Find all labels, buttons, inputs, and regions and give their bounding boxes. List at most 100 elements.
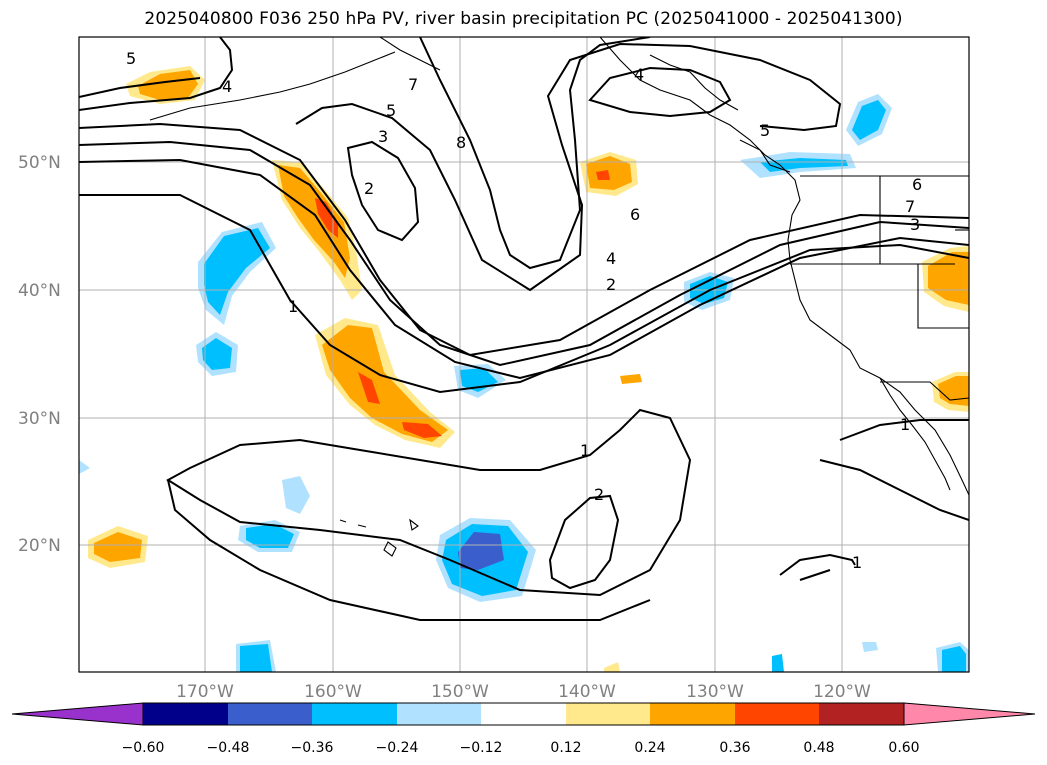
pv-contour-subtrop-1 [166, 408, 692, 597]
positive-blob-subtropical-core [322, 325, 448, 442]
bc-islands [739, 139, 791, 173]
lat-label: 40°N [18, 281, 61, 301]
lon-label: 140°W [558, 682, 616, 702]
lon-label: 160°W [304, 682, 362, 702]
contour-label: 2 [594, 485, 604, 504]
se-alaska-coast [649, 54, 739, 111]
positive-blob-nw-core [138, 70, 198, 100]
contour-label: 1 [900, 415, 910, 434]
lon-label: 170°W [176, 682, 234, 702]
negative-blob-west-small-core [202, 338, 232, 370]
contour-label: 5 [386, 101, 396, 120]
negative-anomaly-areas [79, 94, 969, 672]
pv-contour-5-nw [79, 77, 201, 98]
colorbar-tick-label: 0.12 [550, 740, 581, 756]
lat-label: 20°N [18, 536, 61, 556]
pv-contour-1-se [819, 419, 969, 521]
longitude-labels: 170°W 160°W 150°W 140°W 130°W 120°W [176, 682, 871, 702]
negative-blob-west-core [204, 228, 270, 315]
contour-labels: 5 4 5 7 3 8 2 1 4 5 6 4 2 6 7 3 1 1 2 1 [126, 49, 922, 572]
negative-blob-south-1-core [246, 524, 294, 548]
colorbar-tick-label: 0.36 [719, 740, 750, 756]
contour-label: 4 [222, 77, 232, 96]
colorbar-bin [397, 703, 481, 725]
lon-label: 150°W [431, 682, 489, 702]
contour-label: 1 [580, 441, 590, 460]
pv-contour-b [79, 140, 969, 367]
map-frame [78, 36, 970, 673]
pv-contours [79, 37, 969, 621]
negative-blob-south-3-core [240, 644, 272, 672]
colorbar-outline [142, 702, 905, 726]
positive-blob-subtropical-max [358, 372, 380, 404]
colorbar-extend-left [11, 702, 144, 726]
contour-label: 2 [364, 179, 374, 198]
contour-label: 8 [456, 133, 466, 152]
colorbar-bin [566, 703, 650, 725]
contour-label: 1 [288, 297, 298, 316]
colorbar-tick-label: 0.60 [888, 740, 919, 756]
baja-california [879, 377, 951, 491]
lat-label: 50°N [18, 153, 61, 173]
positive-blob-small-1 [620, 374, 642, 384]
negative-blob-small-b [862, 642, 878, 652]
colorbar-tick-label: −0.48 [207, 740, 250, 756]
contour-label: 1 [852, 553, 862, 572]
colorbar: −0.60 −0.48 −0.36 −0.24 −0.12 0.12 0.24 … [11, 702, 1036, 756]
positive-anomaly-areas [88, 66, 969, 672]
latitude-labels: 50°N 40°N 30°N 20°N [18, 153, 61, 556]
lon-label: 130°W [686, 682, 744, 702]
positive-blob-north-pacific-core [278, 165, 350, 278]
lon-label: 120°W [813, 682, 871, 702]
colorbar-extend-right [903, 702, 1036, 726]
colorbar-ticks: −0.60 −0.48 −0.36 −0.24 −0.12 0.12 0.24 … [122, 740, 920, 756]
positive-blob-small-2 [604, 662, 620, 672]
contour-label: 4 [606, 249, 616, 268]
pv-contour-3 [295, 42, 842, 292]
precip-shading [79, 66, 969, 672]
contour-label: 3 [378, 127, 388, 146]
colorbar-bin [819, 703, 904, 725]
colorbar-tick-label: −0.24 [376, 740, 419, 756]
colorbar-bin [481, 703, 566, 725]
colorbar-bin [143, 703, 228, 725]
pv-contour-2 [346, 140, 420, 242]
north-america-coastline [599, 37, 969, 496]
pv-contour-subtrop-2 [167, 479, 651, 621]
pv-contour-8 [419, 37, 651, 270]
negative-blob-alaska-panhandle-core [852, 100, 886, 140]
colorbar-tick-label: 0.48 [803, 740, 834, 756]
graticule [79, 37, 969, 672]
contour-label: 5 [760, 121, 770, 140]
positive-blob-hawaii-west-core [94, 532, 142, 562]
positive-blob-subtropical-max2 [402, 422, 442, 438]
positive-blob-gulf-of-alaska-max [596, 170, 610, 180]
positive-blob-north-pacific-max [315, 198, 338, 238]
colorbar-bin [735, 703, 819, 725]
colorbar-bin [312, 703, 397, 725]
negative-blob-south-4-core [942, 646, 966, 672]
positive-blob-gulf-of-alaska-core [586, 156, 632, 190]
hawaii-islands [339, 518, 419, 557]
contour-label: 6 [630, 205, 640, 224]
colorbar-tick-label: 0.24 [634, 740, 665, 756]
pv-contour-a [79, 122, 969, 357]
negative-blob-south-2 [282, 476, 310, 514]
contour-label: 2 [606, 275, 616, 294]
negative-blob-edge [79, 460, 90, 474]
alaska-coast [379, 37, 441, 71]
contour-label: 5 [126, 49, 136, 68]
negative-blob-small-a [772, 654, 784, 672]
contour-label: 6 [912, 175, 922, 194]
colorbar-tick-label: −0.36 [291, 740, 334, 756]
us-mexico-border [880, 381, 969, 401]
colorbar-tick-label: −0.60 [122, 740, 165, 756]
contour-label: 3 [910, 215, 920, 234]
aleutian-islands [149, 51, 396, 121]
lat-label: 30°N [18, 409, 61, 429]
pv-contour-2-south [548, 494, 620, 590]
coastlines [149, 37, 969, 557]
pv-contour-c [79, 158, 969, 380]
contour-label: 7 [408, 75, 418, 94]
